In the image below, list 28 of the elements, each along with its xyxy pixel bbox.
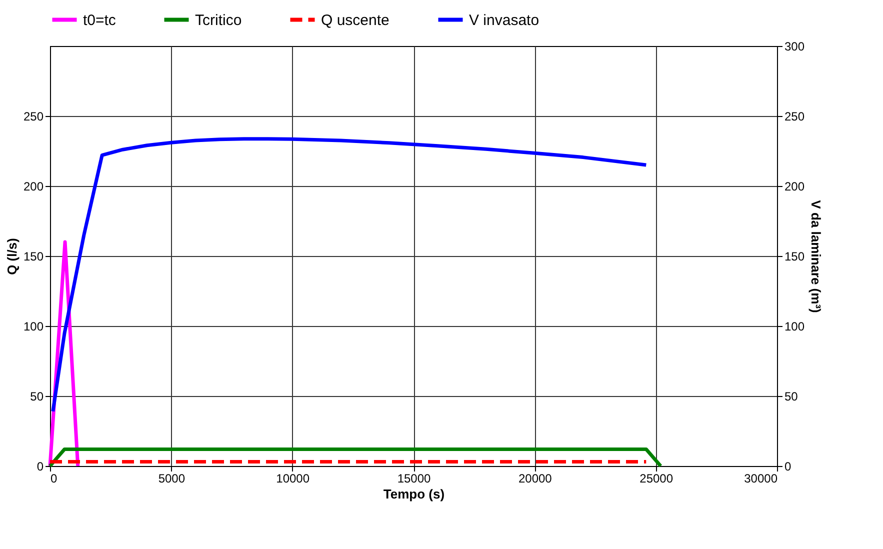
legend-label: t0=tc <box>83 12 116 29</box>
line-series <box>51 137 648 414</box>
y-tick-label: 100 <box>23 320 44 334</box>
x-tick-label: 15000 <box>397 472 432 486</box>
x-tick-label: 30000 <box>744 472 778 486</box>
y2-tick-label: 150 <box>784 250 805 264</box>
y2-tick-label: 100 <box>784 320 805 334</box>
y2-tick-label: 0 <box>784 460 792 474</box>
x-tick-label: 25000 <box>640 472 674 486</box>
y-tick-label: 0 <box>36 460 44 474</box>
legend-label: Q uscente <box>321 12 390 29</box>
y2-tick-label: 300 <box>784 40 805 54</box>
x-tick-label: 5000 <box>158 472 186 486</box>
x-tick-label: 10000 <box>276 472 310 486</box>
legend-label: Tcritico <box>195 12 242 29</box>
y-tick-label: 200 <box>23 180 44 194</box>
y-axis-title: Q (l/s) <box>4 238 20 275</box>
y2-tick-label: 250 <box>784 110 805 124</box>
x-tick-label: 20000 <box>518 472 552 486</box>
y2-axis-title: V da laminare (m³) <box>808 200 824 313</box>
x-axis-title: Tempo (s) <box>383 486 445 502</box>
y2-tick-label: 200 <box>784 180 805 194</box>
y-tick-label: 250 <box>23 110 44 124</box>
x-tick-label: 0 <box>50 472 58 486</box>
y2-tick-label: 50 <box>784 390 798 404</box>
y-tick-label: 150 <box>23 250 44 264</box>
legend-label: V invasato <box>469 12 540 29</box>
y-tick-label: 50 <box>30 390 44 404</box>
